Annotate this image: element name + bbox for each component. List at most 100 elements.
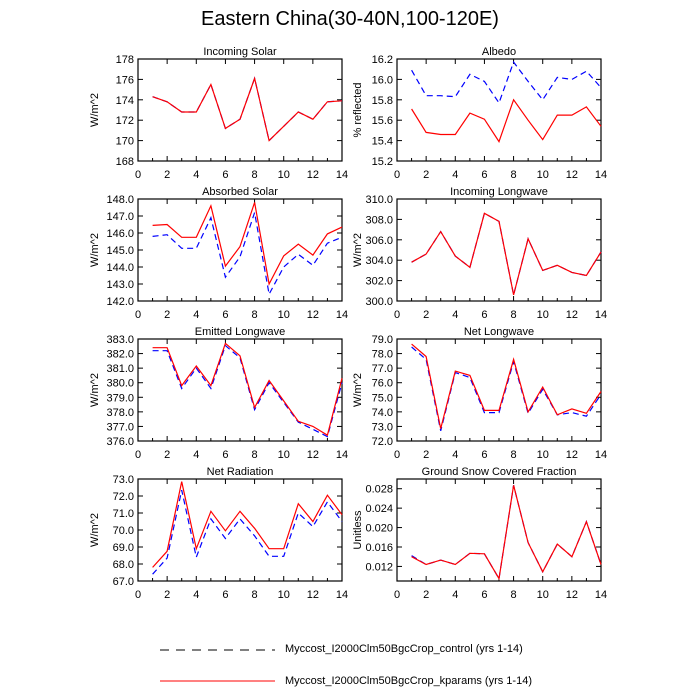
panel-title: Incoming Solar xyxy=(203,46,277,58)
y-tick-label: 72.0 xyxy=(113,491,134,503)
series-line-kparams xyxy=(152,76,343,142)
series-line-kparams xyxy=(152,481,343,568)
series-line-kparams xyxy=(411,485,602,581)
x-tick-label: 8 xyxy=(252,169,258,181)
y-tick-label: 72.0 xyxy=(372,436,393,448)
y-tick-label: 382.0 xyxy=(106,349,134,361)
x-tick-label: 14 xyxy=(336,589,348,601)
x-tick-label: 8 xyxy=(511,309,517,321)
x-tick-label: 14 xyxy=(336,449,348,461)
y-tick-label: 308.0 xyxy=(365,214,393,226)
series-line-control xyxy=(152,212,343,297)
x-tick-label: 10 xyxy=(537,309,549,321)
y-tick-label: 78.0 xyxy=(372,349,393,361)
x-tick-label: 2 xyxy=(423,449,429,461)
x-tick-label: 0 xyxy=(394,589,400,601)
x-tick-label: 6 xyxy=(222,589,228,601)
x-tick-label: 12 xyxy=(566,449,578,461)
x-tick-label: 0 xyxy=(394,449,400,461)
x-tick-label: 2 xyxy=(164,589,170,601)
panel-incoming-solar: Incoming Solar W/m^2 0 2 4 6 8 10 12 14 168 170 172 1… xyxy=(89,46,348,181)
x-tick-label: 10 xyxy=(537,449,549,461)
panel-albedo: Albedo % reflected 0 2 4 6 8 10 12 14 15.2 15.4 15.6… xyxy=(352,46,607,181)
y-axis-label: W/m^2 xyxy=(89,513,101,547)
y-tick-label: 379.0 xyxy=(106,392,134,404)
x-tick-label: 4 xyxy=(452,169,458,181)
plot-frame xyxy=(396,58,602,162)
y-tick-label: 74.0 xyxy=(372,407,393,419)
x-tick-label: 6 xyxy=(222,309,228,321)
panel-emitted-longwave: Emitted Longwave W/m^2 0 2 4 6 8 10 12 14 376.0 377… xyxy=(89,326,348,461)
series-line-control xyxy=(411,346,602,431)
x-tick-label: 4 xyxy=(452,449,458,461)
x-tick-label: 14 xyxy=(595,449,607,461)
y-tick-label: 15.4 xyxy=(372,136,393,148)
y-tick-label: 67.0 xyxy=(113,576,134,588)
plot-frame xyxy=(137,478,343,582)
y-tick-label: 76.0 xyxy=(372,378,393,390)
y-tick-label: 178 xyxy=(116,54,134,66)
panel-title: Emitted Longwave xyxy=(195,326,286,338)
y-tick-label: 15.6 xyxy=(372,115,393,127)
y-tick-label: 77.0 xyxy=(372,363,393,375)
plot-frame xyxy=(396,478,602,582)
y-tick-label: 376.0 xyxy=(106,436,134,448)
y-axis-label: W/m^2 xyxy=(89,233,101,267)
y-tick-label: 144.0 xyxy=(106,262,134,274)
series-line-control xyxy=(411,60,602,105)
y-tick-label: 70.0 xyxy=(113,525,134,537)
panel-title: Ground Snow Covered Fraction xyxy=(422,466,577,478)
y-tick-label: 304.0 xyxy=(365,255,393,267)
y-tick-label: 143.0 xyxy=(106,279,134,291)
y-tick-label: 15.2 xyxy=(372,156,393,168)
x-tick-label: 8 xyxy=(252,589,258,601)
y-tick-label: 176 xyxy=(116,74,134,86)
x-tick-label: 0 xyxy=(135,309,141,321)
y-tick-label: 0.028 xyxy=(365,484,393,496)
x-tick-label: 14 xyxy=(336,309,348,321)
x-tick-label: 12 xyxy=(307,589,319,601)
legend-label-control: Myccost_I2000Clm50BgcCrop_control (yrs 1… xyxy=(285,643,523,655)
x-tick-label: 8 xyxy=(511,589,517,601)
x-tick-label: 14 xyxy=(595,589,607,601)
x-tick-label: 12 xyxy=(307,449,319,461)
y-tick-label: 377.0 xyxy=(106,421,134,433)
x-tick-label: 12 xyxy=(566,169,578,181)
panel-title: Albedo xyxy=(482,46,516,58)
x-tick-label: 10 xyxy=(537,169,549,181)
y-tick-label: 16.0 xyxy=(372,74,393,86)
panel-title: Net Radiation xyxy=(207,466,274,478)
x-tick-label: 0 xyxy=(135,589,141,601)
x-tick-label: 0 xyxy=(135,169,141,181)
x-tick-label: 10 xyxy=(278,589,290,601)
y-tick-label: 71.0 xyxy=(113,508,134,520)
x-tick-label: 4 xyxy=(193,589,199,601)
series-line-control xyxy=(152,489,343,575)
x-tick-label: 4 xyxy=(452,589,458,601)
x-tick-label: 2 xyxy=(164,449,170,461)
y-tick-label: 148.0 xyxy=(106,194,134,206)
y-tick-label: 73.0 xyxy=(372,421,393,433)
x-tick-label: 10 xyxy=(278,169,290,181)
x-tick-label: 2 xyxy=(423,589,429,601)
y-axis-label: W/m^2 xyxy=(89,373,101,407)
x-tick-label: 2 xyxy=(164,309,170,321)
y-tick-label: 68.0 xyxy=(113,559,134,571)
plot-frame xyxy=(137,58,343,162)
series-line-control xyxy=(152,76,343,142)
y-tick-label: 383.0 xyxy=(106,334,134,346)
x-tick-label: 6 xyxy=(222,169,228,181)
y-tick-label: 380.0 xyxy=(106,378,134,390)
y-tick-label: 381.0 xyxy=(106,363,134,375)
x-tick-label: 12 xyxy=(307,309,319,321)
y-tick-label: 172 xyxy=(116,115,134,127)
plot-frame xyxy=(396,198,602,302)
series-line-control xyxy=(411,212,602,296)
series-line-kparams xyxy=(411,98,602,143)
x-tick-label: 14 xyxy=(595,309,607,321)
x-tick-label: 0 xyxy=(394,169,400,181)
x-tick-label: 2 xyxy=(423,169,429,181)
y-tick-label: 146.0 xyxy=(106,228,134,240)
plot-frame xyxy=(137,198,343,302)
